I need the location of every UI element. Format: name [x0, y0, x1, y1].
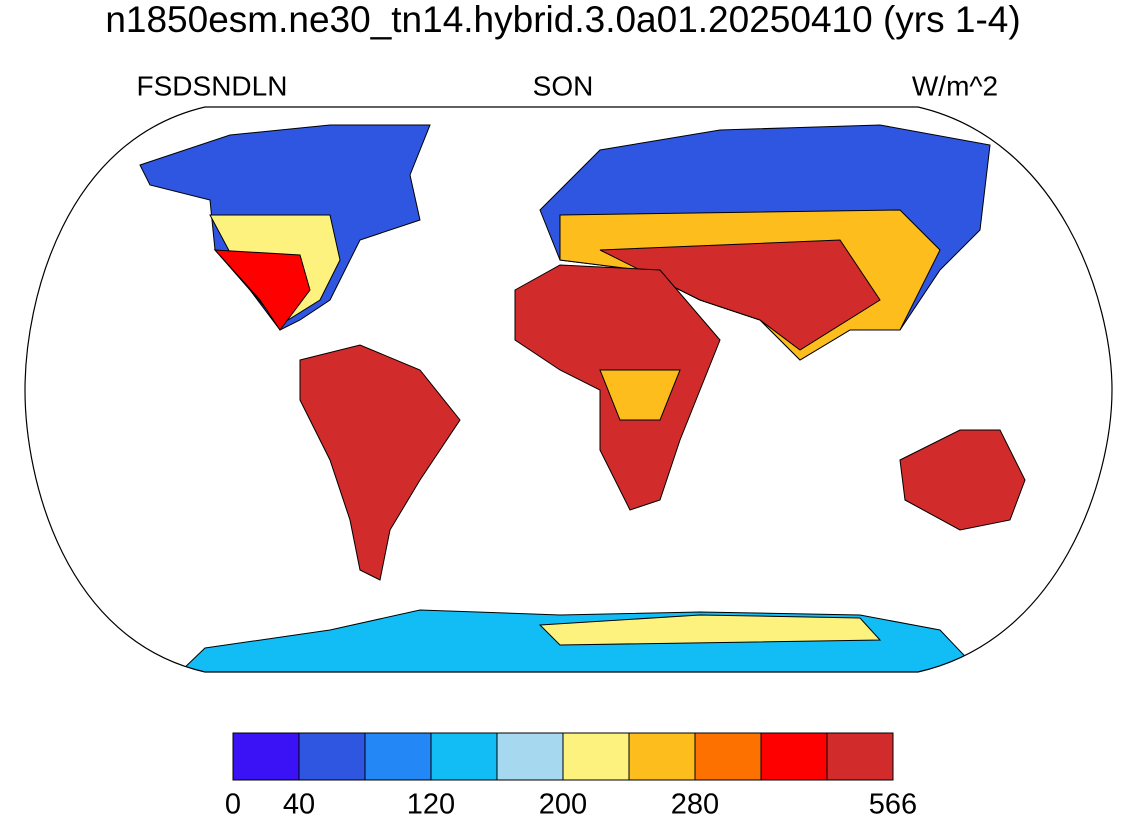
- units: W/m^2: [912, 70, 998, 101]
- colorbar-box: [298, 732, 366, 781]
- colorbar-box: [760, 732, 828, 781]
- colorbar-box: [694, 732, 762, 781]
- variable-name: FSDSNDLN: [137, 70, 288, 101]
- colorbar-box: [628, 732, 696, 781]
- season: SON: [533, 70, 594, 101]
- map-border: [24, 106, 1113, 673]
- colorbar-label: 566: [869, 789, 917, 821]
- title: n1850esm.ne30_tn14.hybrid.3.0a01.2025041…: [105, 0, 1020, 40]
- colorbar-box: [430, 732, 498, 781]
- colorbar-label: 120: [407, 789, 455, 821]
- colorbar-label: 0: [225, 789, 241, 821]
- colorbar-label: 200: [539, 789, 587, 821]
- colorbar-box: [496, 732, 564, 781]
- colorbar-box: [826, 732, 894, 781]
- colorbar-label: 280: [671, 789, 719, 821]
- map: [139, 124, 1026, 672]
- colorbar-label: 40: [283, 789, 315, 821]
- colorbar-box: [562, 732, 630, 781]
- colorbar-box: [232, 732, 300, 781]
- colorbar-box: [364, 732, 432, 781]
